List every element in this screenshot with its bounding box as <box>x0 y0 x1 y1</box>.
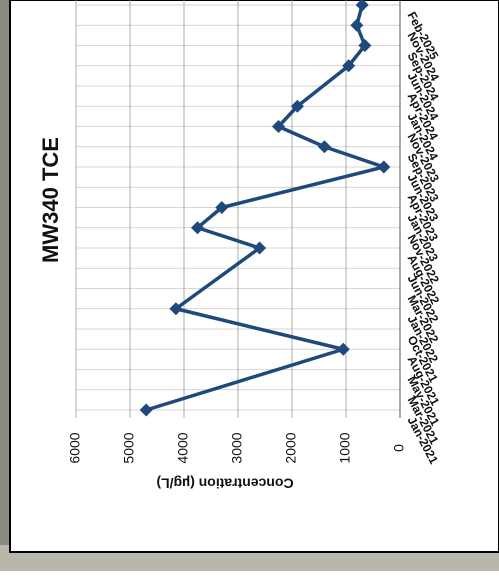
chart-panel <box>9 0 499 553</box>
line-segment <box>195 226 262 250</box>
line-segment <box>174 246 262 311</box>
line-segment <box>195 205 224 230</box>
line-segment <box>295 64 351 108</box>
data-point <box>377 160 391 174</box>
line-segment <box>174 307 346 351</box>
data-point <box>342 59 356 73</box>
line-segment <box>276 124 327 149</box>
axis-label: Concentration (µg/L) <box>156 475 293 491</box>
line-segment <box>220 165 386 210</box>
data-point <box>215 201 229 214</box>
y-tick-label: 2000 <box>283 432 299 463</box>
line-segment <box>276 104 300 129</box>
data-point <box>350 18 364 32</box>
data-point <box>336 342 350 356</box>
data-point <box>272 120 285 133</box>
data-point <box>169 302 183 316</box>
data-point <box>358 39 372 52</box>
y-tick-label: 6000 <box>67 432 83 463</box>
data-point <box>139 403 153 417</box>
data-point <box>290 99 304 113</box>
line-segment <box>144 347 346 412</box>
data-point <box>191 221 204 235</box>
data-point <box>253 241 267 255</box>
data-point <box>317 140 331 154</box>
data-point <box>355 0 369 12</box>
y-tick-label: 4000 <box>175 432 191 463</box>
y-tick-label: 3000 <box>229 432 245 463</box>
y-tick-label: 1000 <box>337 432 353 463</box>
chart-title: MW340 TCE <box>38 137 63 263</box>
line-segment <box>322 145 386 169</box>
y-tick-label: 0 <box>391 444 407 452</box>
y-tick-label: 5000 <box>121 432 137 463</box>
